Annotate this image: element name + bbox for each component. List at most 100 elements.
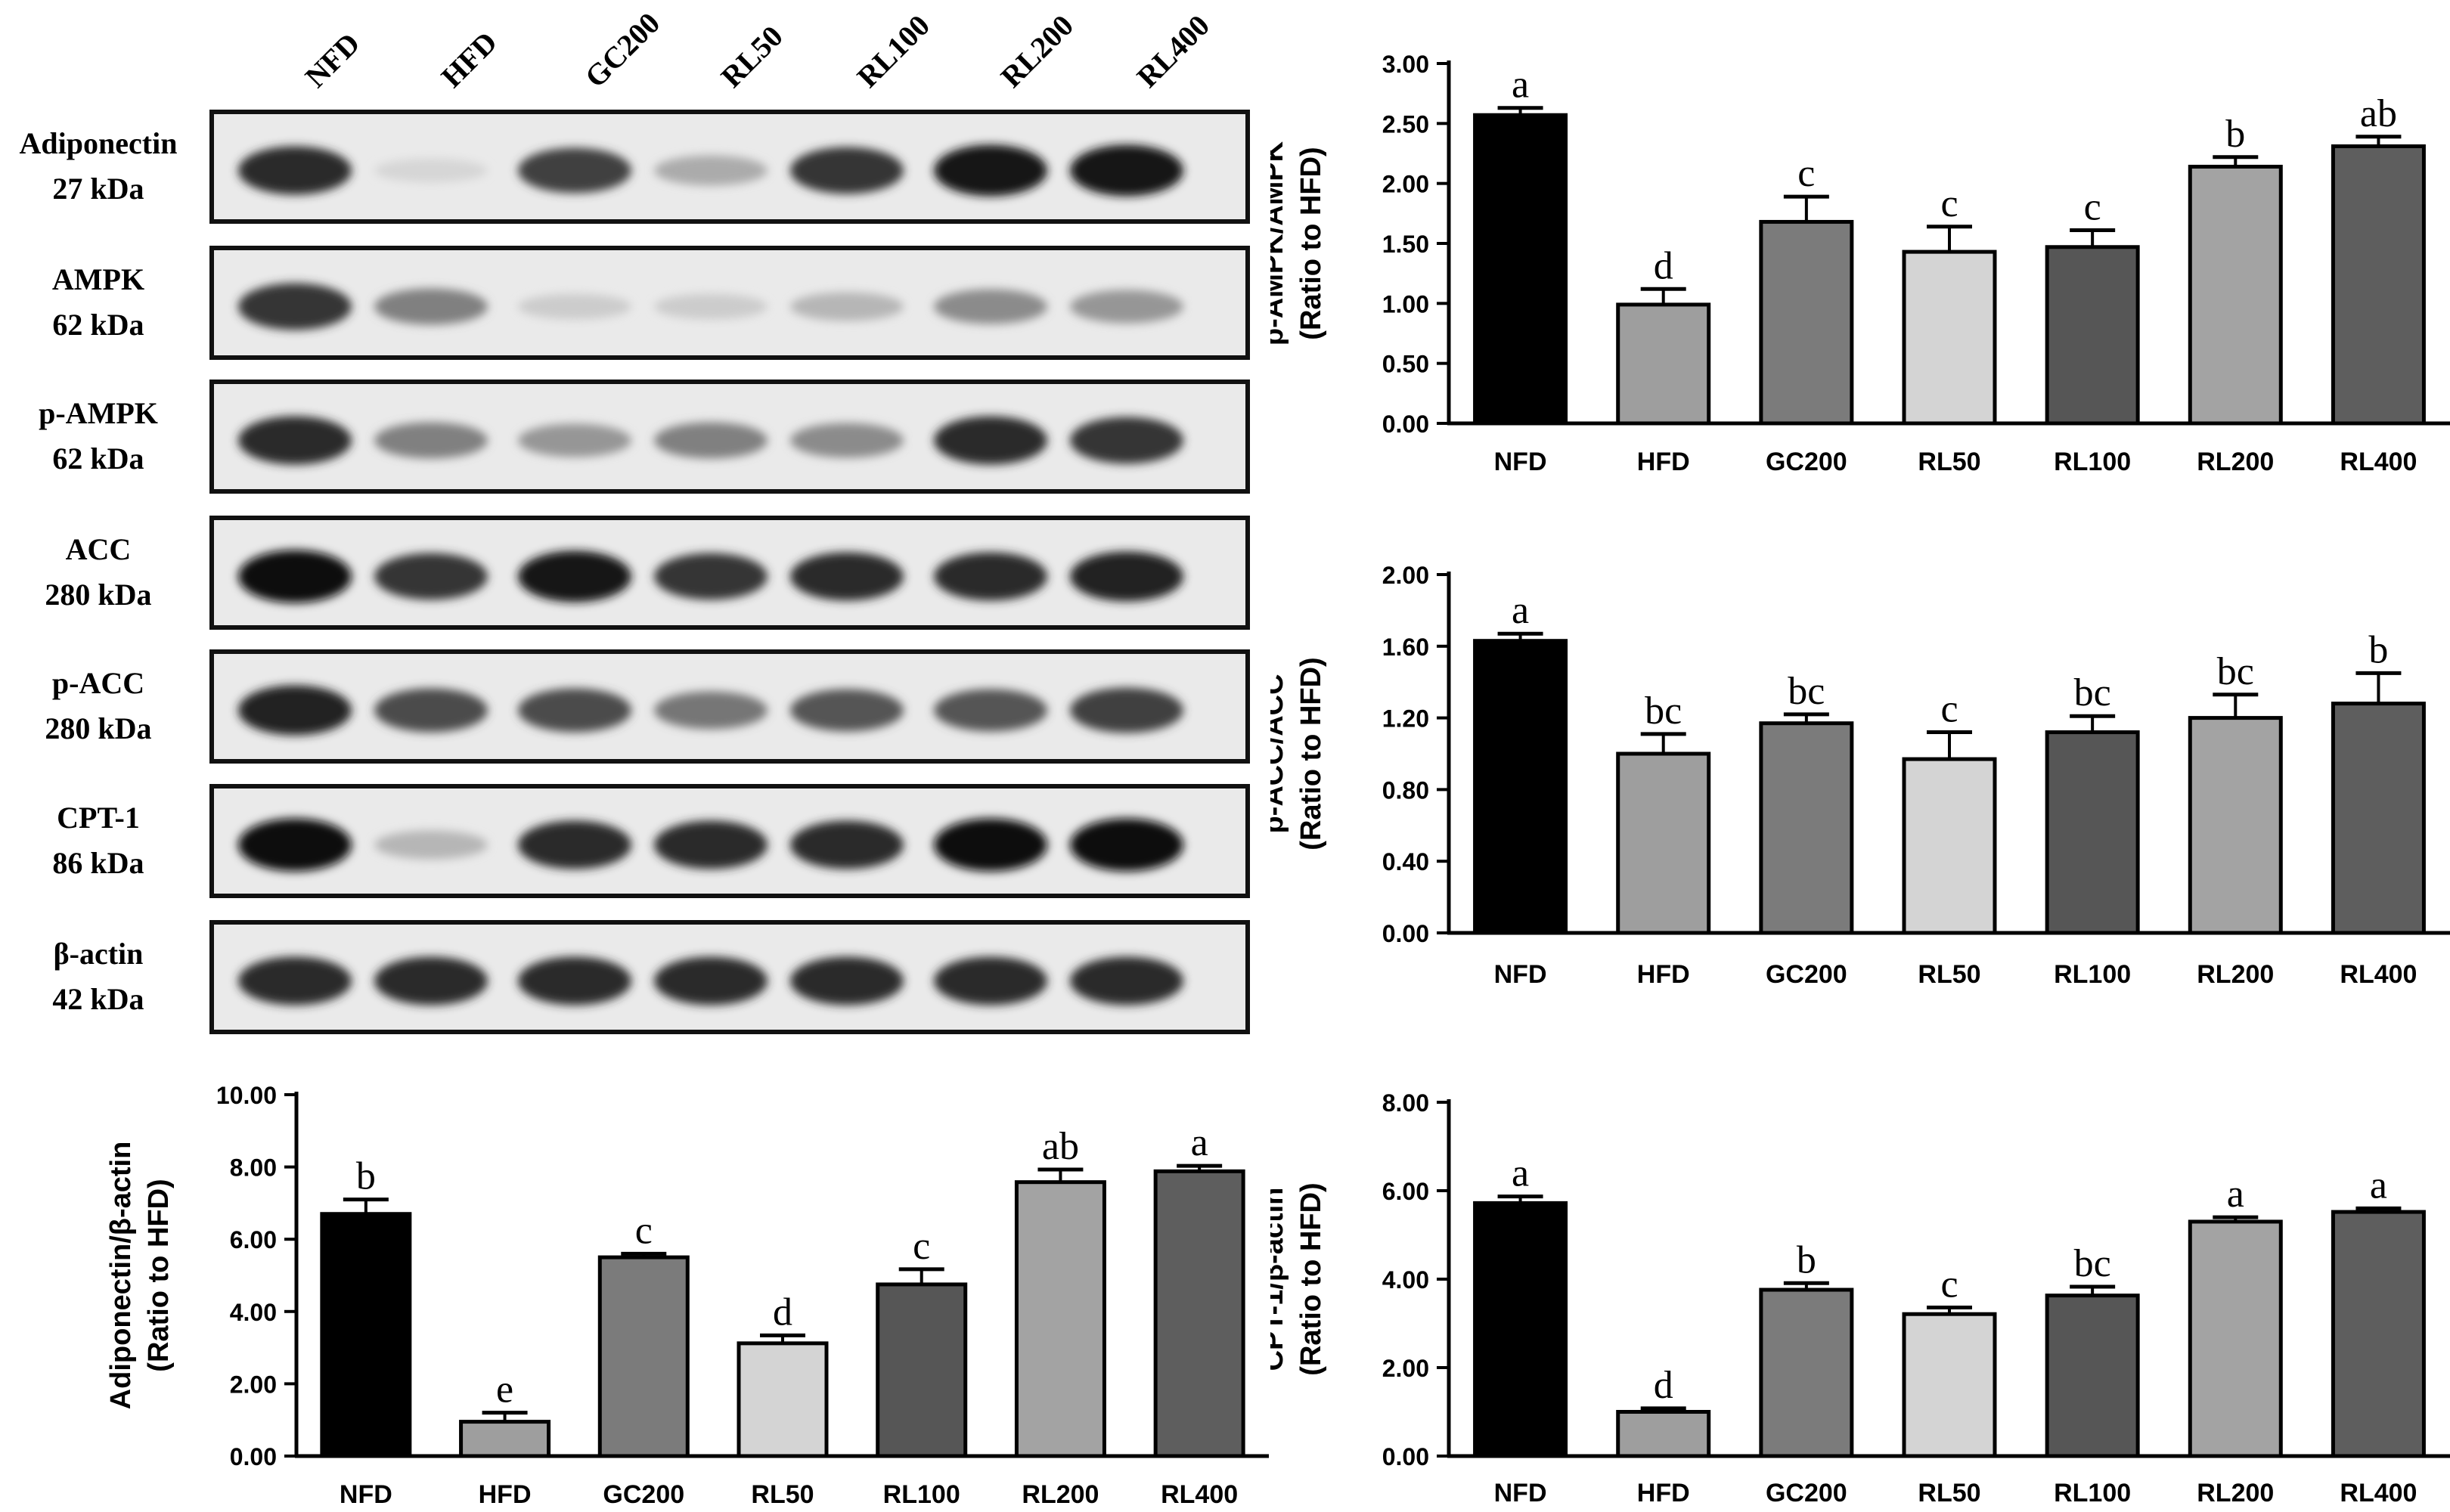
lane-label-gc200: GC200 bbox=[578, 6, 667, 94]
band-hfd bbox=[374, 158, 488, 183]
significance-label: d bbox=[773, 1290, 792, 1334]
bar-rl50 bbox=[1902, 757, 1997, 935]
molecular-weight: 280 kDa bbox=[45, 711, 151, 745]
lane-label-rl200: RL200 bbox=[994, 8, 1081, 94]
y-tick-label: 0.50 bbox=[1382, 351, 1429, 378]
x-tick-label: RL100 bbox=[2054, 448, 2131, 476]
band-rl50 bbox=[654, 422, 768, 459]
band-gc200 bbox=[518, 688, 631, 733]
x-tick-label: NFD bbox=[340, 1480, 392, 1509]
band-rl100 bbox=[790, 820, 904, 869]
significance-label: a bbox=[1512, 64, 1529, 107]
band-rl100 bbox=[790, 423, 904, 458]
band-gc200 bbox=[518, 147, 631, 194]
band-nfd bbox=[238, 956, 352, 1005]
x-tick-label: RL200 bbox=[1022, 1480, 1099, 1509]
adiponectin-beta-actin-bar-chart: Adiponectin/β-actin (Ratio to HFD) 0.00 2.0… bbox=[105, 1082, 1269, 1509]
y-tick-label: 1.50 bbox=[1382, 231, 1429, 258]
bar-rl400 bbox=[2331, 144, 2426, 426]
protein-name: ACC bbox=[66, 532, 132, 566]
significance-label: b bbox=[2368, 628, 2388, 671]
x-tick-label: RL100 bbox=[2054, 960, 2131, 989]
protein-name: CPT-1 bbox=[57, 801, 140, 835]
p-acc-acc-bar-chart: p-ACC/ACC (Ratio to HFD) 0.00 0.40 0.80 1.20 1… bbox=[1270, 562, 2450, 989]
significance-label: bc bbox=[2074, 671, 2111, 714]
bar-hfd bbox=[1616, 302, 1711, 426]
y-tick-label: 2.00 bbox=[1382, 1355, 1429, 1382]
y-tick-label: 10.00 bbox=[216, 1082, 277, 1109]
band-hfd bbox=[374, 830, 488, 860]
molecular-weight: 280 kDa bbox=[45, 578, 151, 612]
significance-label: c bbox=[1940, 182, 1958, 225]
bar-rl200 bbox=[2188, 164, 2283, 426]
blot-row-5: CPT-1 86 kDa bbox=[52, 784, 1250, 898]
significance-label: c bbox=[913, 1225, 930, 1268]
x-tick-label: RL50 bbox=[1918, 448, 1980, 476]
bar-gc200 bbox=[1759, 1287, 1854, 1458]
y-tick-label: 6.00 bbox=[1382, 1178, 1429, 1205]
band-rl400 bbox=[1070, 687, 1183, 733]
y-axis-label: (Ratio to HFD) bbox=[1295, 657, 1327, 850]
y-axis-label: p-ACC/ACC bbox=[1270, 674, 1289, 833]
bar-rl200 bbox=[2188, 716, 2283, 935]
y-tick-label: 0.00 bbox=[1382, 920, 1429, 947]
band-gc200 bbox=[518, 293, 631, 320]
lane-label-nfd: NFD bbox=[299, 26, 367, 94]
y-tick-label: 0.80 bbox=[1382, 776, 1429, 804]
band-rl100 bbox=[790, 552, 904, 601]
significance-label: d bbox=[1654, 244, 1673, 287]
band-gc200 bbox=[518, 820, 631, 869]
x-tick-label: GC200 bbox=[1766, 960, 1847, 989]
bar-nfd bbox=[1473, 113, 1568, 426]
x-tick-label: RL50 bbox=[751, 1480, 814, 1509]
band-rl400 bbox=[1070, 290, 1183, 324]
molecular-weight: 86 kDa bbox=[52, 846, 144, 880]
lane-label-rl400: RL400 bbox=[1130, 8, 1217, 94]
band-rl200 bbox=[934, 818, 1047, 872]
x-tick-label: RL50 bbox=[1918, 960, 1980, 989]
band-nfd bbox=[238, 818, 352, 872]
blot-row-2: p-AMPK 62 kDa bbox=[39, 380, 1250, 494]
band-rl50 bbox=[654, 293, 768, 320]
band-hfd bbox=[374, 288, 488, 325]
band-rl200 bbox=[934, 289, 1047, 324]
significance-label: e bbox=[496, 1368, 513, 1411]
blot-row-6: β-actin 42 kDa bbox=[52, 920, 1250, 1034]
significance-label: bc bbox=[1788, 670, 1825, 713]
x-tick-label: NFD bbox=[1494, 960, 1547, 989]
band-rl200 bbox=[934, 956, 1047, 1005]
band-rl50 bbox=[654, 155, 768, 186]
significance-label: ab bbox=[2360, 92, 2397, 135]
y-tick-label: 1.60 bbox=[1382, 634, 1429, 661]
p-ampk-ampk-bar-chart: p-AMPK/AMPK (Ratio to HFD) 0.00 0.50 1.00 1.5… bbox=[1270, 51, 2450, 476]
band-rl200 bbox=[934, 144, 1047, 197]
band-nfd bbox=[238, 146, 352, 195]
x-tick-label: GC200 bbox=[1766, 1479, 1847, 1507]
y-axis-label: Adiponectin/β-actin bbox=[105, 1142, 137, 1410]
x-tick-label: RL100 bbox=[2054, 1479, 2131, 1507]
bar-rl400 bbox=[2331, 1210, 2426, 1458]
y-tick-label: 1.00 bbox=[1382, 290, 1429, 318]
band-rl50 bbox=[654, 553, 768, 600]
significance-label: d bbox=[1654, 1364, 1673, 1407]
y-tick-label: 0.00 bbox=[1382, 1443, 1429, 1470]
bar-hfd bbox=[1616, 1410, 1711, 1458]
band-hfd bbox=[374, 422, 488, 459]
band-rl200 bbox=[934, 552, 1047, 601]
band-hfd bbox=[374, 688, 488, 733]
significance-label: b bbox=[1797, 1238, 1816, 1281]
y-tick-label: 2.00 bbox=[1382, 171, 1429, 198]
bar-nfd bbox=[1473, 639, 1568, 935]
y-tick-label: 2.00 bbox=[230, 1371, 277, 1398]
band-rl100 bbox=[790, 292, 904, 321]
band-nfd bbox=[238, 283, 352, 330]
x-tick-label: RL50 bbox=[1918, 1479, 1980, 1507]
blot-row-3: ACC 280 kDa bbox=[45, 516, 1250, 630]
lane-label-rl100: RL100 bbox=[851, 8, 937, 94]
band-rl100 bbox=[790, 956, 904, 1005]
bar-rl200 bbox=[2188, 1219, 2283, 1458]
protein-name: AMPK bbox=[52, 262, 144, 296]
blot-row-0: Adiponectin 27 kDa bbox=[20, 110, 1250, 224]
significance-label: bc bbox=[2074, 1242, 2111, 1285]
bar-hfd bbox=[1616, 751, 1711, 935]
